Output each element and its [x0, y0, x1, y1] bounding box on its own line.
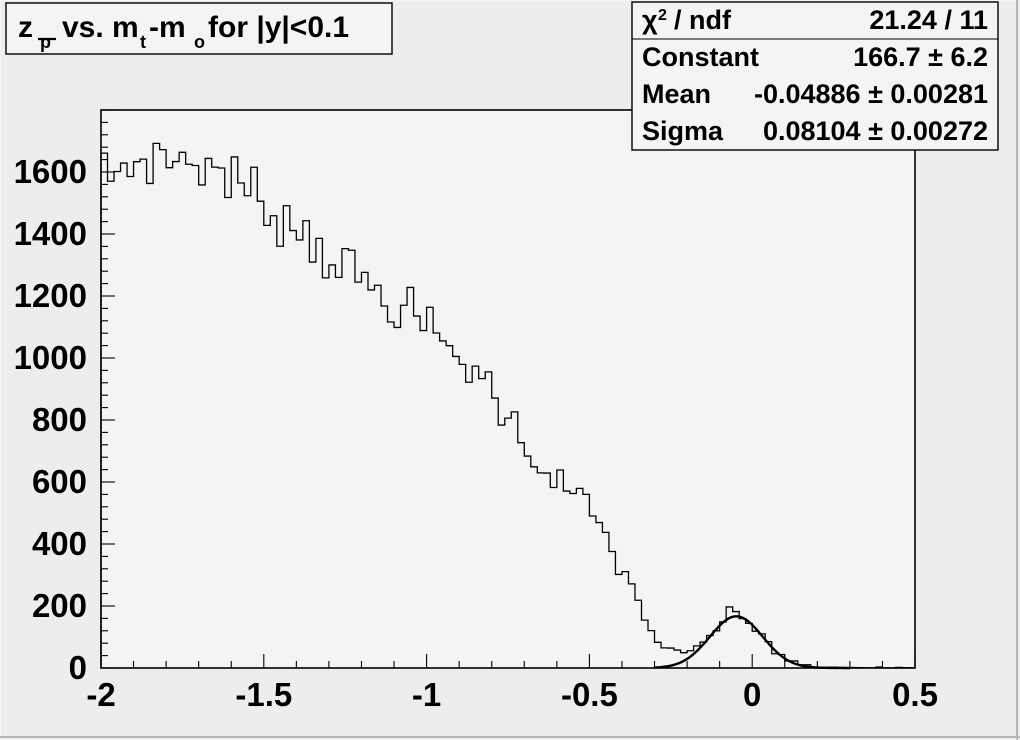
svg-text:800: 800 [32, 401, 87, 438]
svg-text:21.24 / 11: 21.24 / 11 [869, 5, 988, 35]
svg-text:-1: -1 [412, 676, 441, 713]
svg-text:-m: -m [149, 11, 186, 44]
svg-text:0.5: 0.5 [892, 676, 938, 713]
svg-text:0: 0 [69, 649, 87, 686]
svg-text:Sigma: Sigma [642, 116, 724, 146]
svg-text:0.08104 ± 0.00272: 0.08104 ± 0.00272 [763, 116, 988, 146]
svg-text:Constant: Constant [642, 42, 759, 72]
svg-text:vs. m: vs. m [62, 11, 139, 44]
svg-text:for |y|<0.1: for |y|<0.1 [208, 11, 349, 44]
svg-text:-1.5: -1.5 [235, 676, 292, 713]
svg-text:400: 400 [32, 525, 87, 562]
svg-text:-0.5: -0.5 [561, 676, 618, 713]
svg-text:z: z [18, 11, 33, 44]
svg-text:/ ndf: / ndf [674, 5, 732, 35]
svg-text:2: 2 [658, 7, 667, 24]
svg-text:1200: 1200 [14, 277, 87, 314]
svg-text:t: t [140, 32, 146, 52]
svg-text:1600: 1600 [14, 153, 87, 190]
svg-text:-2: -2 [86, 676, 115, 713]
svg-text:600: 600 [32, 463, 87, 500]
svg-text:1000: 1000 [14, 339, 87, 376]
svg-text:166.7 ± 6.2: 166.7 ± 6.2 [853, 42, 988, 72]
svg-text:p: p [40, 32, 51, 52]
svg-text:1400: 1400 [14, 215, 87, 252]
svg-text:-0.04886 ± 0.00281: -0.04886 ± 0.00281 [754, 79, 988, 109]
svg-text:0: 0 [743, 676, 761, 713]
svg-text:Mean: Mean [642, 79, 711, 109]
svg-text:200: 200 [32, 587, 87, 624]
svg-text:o: o [194, 32, 205, 52]
svg-text:χ: χ [642, 5, 658, 35]
